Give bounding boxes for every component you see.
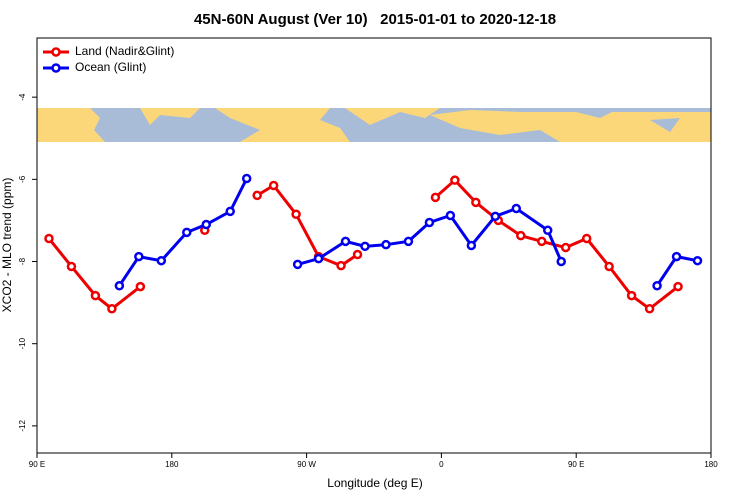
data-point: [445, 210, 456, 221]
data-point: [516, 230, 526, 241]
y-axis-label: XCO2 - MLO trend (ppm): [0, 178, 14, 313]
data-point: [90, 290, 101, 301]
data-point: [336, 260, 346, 271]
data-point: [241, 173, 252, 184]
x-tick-label: 90 E: [568, 460, 584, 469]
y-tick-label: -6: [18, 175, 27, 183]
map-band: [37, 108, 711, 142]
x-tick-label: 0: [439, 460, 444, 469]
x-tick-label: 180: [704, 460, 718, 469]
legend-label: Land (Nadir&Glint): [75, 44, 174, 58]
data-point: [66, 261, 77, 272]
data-point: [471, 197, 481, 208]
data-point: [156, 255, 167, 266]
x-axis-label: Longitude (deg E): [327, 476, 422, 490]
y-tick-label: -8: [18, 257, 27, 265]
data-point: [604, 261, 614, 272]
data-point: [560, 242, 571, 253]
data-point: [291, 209, 301, 220]
data-point: [490, 211, 501, 222]
data-point: [134, 251, 144, 262]
x-tick-label: 90 W: [297, 460, 316, 469]
legend-marker: [51, 47, 61, 57]
data-point: [252, 190, 262, 201]
chart-title: 45N-60N August (Ver 10) 2015-01-01 to 20…: [194, 11, 556, 28]
data-point: [466, 240, 477, 251]
data-point: [626, 290, 637, 301]
data-point: [430, 192, 441, 203]
legend-label: Ocean (Glint): [75, 60, 146, 74]
data-point: [201, 219, 211, 230]
data-point: [673, 281, 683, 292]
data-point: [542, 225, 553, 236]
data-point: [403, 236, 414, 247]
data-point: [225, 206, 235, 217]
data-point: [352, 249, 363, 260]
data-point: [511, 203, 522, 214]
data-point: [44, 233, 54, 244]
data-point: [114, 281, 125, 291]
data-point: [556, 256, 566, 267]
data-point: [424, 217, 435, 228]
x-tick-label: 90 E: [29, 460, 45, 469]
data-point: [581, 233, 592, 244]
data-point: [644, 304, 655, 314]
data-point: [182, 227, 192, 238]
data-point: [340, 236, 351, 247]
y-tick-label: -10: [18, 337, 27, 349]
data-point: [692, 255, 703, 266]
data-point: [450, 175, 460, 185]
data-point: [313, 253, 324, 264]
data-point: [671, 251, 682, 262]
data-point: [292, 259, 303, 270]
legend-marker: [51, 63, 61, 73]
data-point: [268, 180, 279, 191]
data-point: [360, 241, 370, 252]
series-line: [256, 183, 359, 268]
data-point: [135, 281, 146, 292]
plot-frame: [36, 37, 712, 454]
data-point: [652, 281, 662, 291]
data-point: [107, 304, 117, 314]
data-point: [537, 236, 547, 247]
x-tick-label: 180: [165, 460, 179, 469]
data-point: [381, 239, 391, 250]
y-tick-label: -4: [18, 93, 27, 101]
y-tick-label: -12: [18, 420, 27, 432]
